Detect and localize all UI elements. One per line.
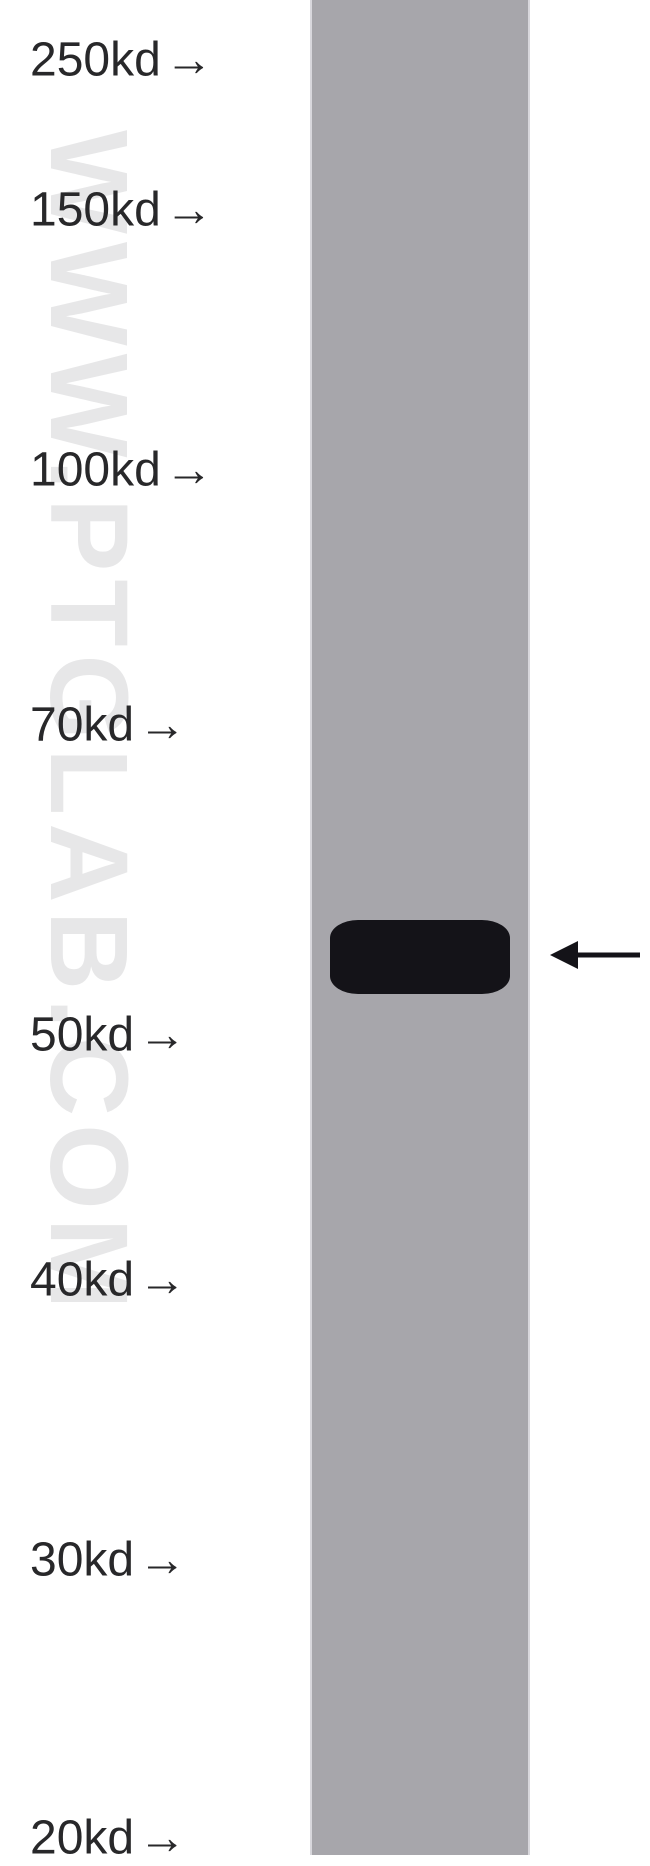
mw-marker-label: 40kd — [30, 1253, 134, 1308]
mw-marker-label: 30kd — [30, 1533, 134, 1588]
arrow-right-icon: → — [165, 443, 213, 498]
mw-marker: 250kd→ — [30, 33, 213, 88]
arrow-right-icon: → — [138, 1008, 186, 1063]
arrow-right-icon: → — [138, 1253, 186, 1308]
mw-marker-label: 50kd — [30, 1008, 134, 1063]
mw-marker: 100kd→ — [30, 443, 213, 498]
mw-marker: 40kd→ — [30, 1253, 186, 1308]
arrow-right-icon: → — [138, 1811, 186, 1866]
western-blot-figure: WWW.PTGLAB.COM 250kd→150kd→100kd→70kd→50… — [0, 0, 650, 1855]
arrow-right-icon: → — [138, 698, 186, 753]
arrow-right-icon: → — [165, 33, 213, 88]
mw-marker-label: 20kd — [30, 1811, 134, 1866]
mw-marker: 20kd→ — [30, 1811, 186, 1866]
target-band-arrow-line — [578, 953, 640, 958]
mw-marker-label: 250kd — [30, 33, 161, 88]
mw-marker-label: 100kd — [30, 443, 161, 498]
mw-marker: 70kd→ — [30, 698, 186, 753]
mw-marker-label: 70kd — [30, 698, 134, 753]
mw-marker: 50kd→ — [30, 1008, 186, 1063]
mw-marker: 30kd→ — [30, 1533, 186, 1588]
arrow-right-icon: → — [165, 183, 213, 238]
protein-band — [330, 920, 510, 994]
molecular-weight-ladder: 250kd→150kd→100kd→70kd→50kd→40kd→30kd→20… — [0, 0, 300, 1855]
mw-marker-label: 150kd — [30, 183, 161, 238]
blot-lane — [310, 0, 530, 1855]
target-band-arrow-head — [550, 941, 578, 969]
arrow-right-icon: → — [138, 1533, 186, 1588]
mw-marker: 150kd→ — [30, 183, 213, 238]
